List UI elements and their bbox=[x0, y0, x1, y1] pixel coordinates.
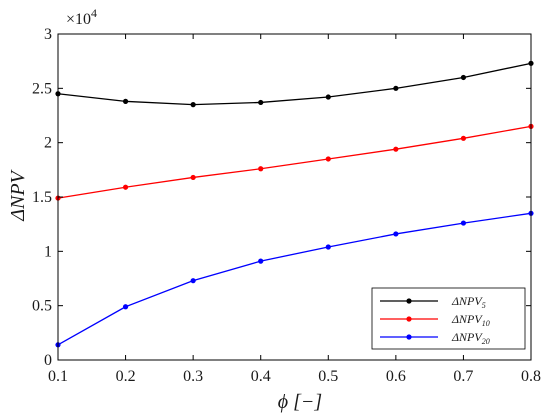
data-point bbox=[122, 184, 129, 190]
x-tick-label: 0.8 bbox=[521, 368, 541, 385]
y-multiplier-exponent: 4 bbox=[91, 6, 97, 20]
data-point bbox=[393, 85, 399, 91]
data-point bbox=[122, 304, 129, 310]
x-tick-label: 0.1 bbox=[48, 368, 68, 385]
series-20 bbox=[55, 210, 534, 348]
x-tick-label: 0.3 bbox=[183, 368, 203, 385]
legend-label: ΔNPV10 bbox=[451, 312, 490, 328]
y-tick-label: 1 bbox=[44, 243, 52, 260]
data-point bbox=[460, 135, 467, 141]
legend-item-20: ΔNPV20 bbox=[380, 330, 490, 346]
y-tick-label: 1.5 bbox=[32, 189, 52, 206]
series-line-20 bbox=[57, 212, 532, 346]
data-point bbox=[325, 156, 331, 162]
series-layer bbox=[55, 60, 534, 348]
legend-label: ΔNPV5 bbox=[451, 294, 486, 310]
data-point bbox=[325, 94, 331, 100]
legend-item-5: ΔNPV5 bbox=[380, 294, 486, 310]
series-5 bbox=[55, 60, 534, 108]
data-point bbox=[190, 278, 196, 284]
legend-swatch-marker bbox=[406, 316, 412, 322]
y-multiplier-base: ×10 bbox=[66, 11, 91, 28]
legend-label: ΔNPV20 bbox=[451, 330, 490, 346]
x-tick-label: 0.2 bbox=[116, 368, 136, 385]
axes-layer: 0.1 0.2 0.3 0.4 0.5 0.6 0.7 0.8 0 0.5 1 1.5 2 2.5 3 bbox=[32, 26, 541, 385]
y-tick-label: 3 bbox=[44, 26, 52, 43]
y-tick-label: 2.5 bbox=[32, 80, 52, 97]
data-point bbox=[190, 102, 196, 108]
x-tick-label: 0.6 bbox=[386, 368, 406, 385]
x-tick-label: 0.7 bbox=[453, 368, 473, 385]
data-point bbox=[460, 74, 467, 81]
data-point bbox=[258, 99, 264, 106]
legend: ΔNPV5 ΔNPV10 ΔNPV20 bbox=[371, 287, 526, 350]
x-tick-label: 0.4 bbox=[251, 368, 271, 385]
y-tick-label: 0.5 bbox=[32, 298, 52, 315]
y-multiplier-label: ×104 bbox=[66, 6, 97, 28]
data-point bbox=[122, 98, 129, 104]
data-point bbox=[460, 220, 467, 226]
legend-item-10: ΔNPV10 bbox=[380, 312, 490, 328]
y-axis-label: ΔNPV bbox=[7, 168, 29, 221]
x-axis-label: ϕ [−] bbox=[278, 391, 322, 413]
series-line-10 bbox=[57, 125, 532, 199]
y-tick-label: 0 bbox=[44, 352, 52, 369]
data-point bbox=[393, 231, 399, 237]
data-point bbox=[325, 244, 331, 250]
data-point bbox=[258, 258, 264, 264]
data-point bbox=[190, 174, 196, 181]
series-line-5 bbox=[57, 62, 532, 106]
x-tick-label: 0.5 bbox=[318, 368, 338, 385]
data-point bbox=[393, 146, 399, 152]
y-tick-label: 2 bbox=[44, 135, 52, 152]
legend-swatch-marker bbox=[406, 334, 412, 340]
legend-swatch-marker bbox=[406, 298, 412, 304]
data-point bbox=[258, 166, 264, 172]
